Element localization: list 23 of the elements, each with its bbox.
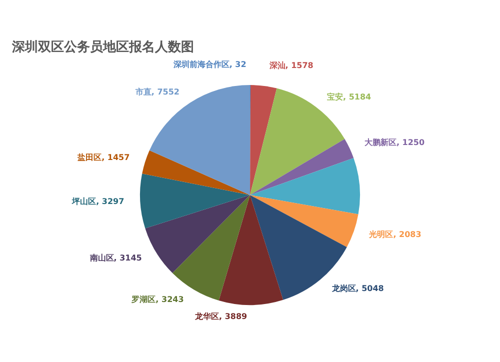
slice-label: 深圳前海合作区, 32 [172,60,246,69]
pie-slice [250,85,277,195]
slice-label: 深汕, 1578 [268,60,314,70]
slice-label: 宝安, 5184 [327,91,372,102]
pie-slice [140,174,250,228]
pie-slice [218,195,284,305]
pie-slice [250,88,345,195]
pie-slice [250,195,347,300]
slice-label: 大鹏新区, 1250 [364,137,425,148]
slice-label: 罗湖区, 3243 [130,294,184,304]
pie-slice [250,139,354,195]
chart-title: 深圳双区公务员地区报名人数图 [11,40,194,55]
slice-label: 龙岗区, 5048 [330,284,384,293]
slice-label: 坪山区, 3297 [71,196,124,206]
pie-slice [145,195,250,273]
slice-label: 市直, 7552 [134,86,180,97]
slice-label: 光明区, 2083 [368,230,422,240]
pie-slice [250,195,358,248]
slice-label: 南山区, 3145 [88,254,142,263]
pie-slice [250,158,360,214]
slice-label: 盐田区, 1457 [76,153,130,162]
slice-label: 龙华区, 3889 [194,312,248,321]
pie-slice [142,150,250,195]
